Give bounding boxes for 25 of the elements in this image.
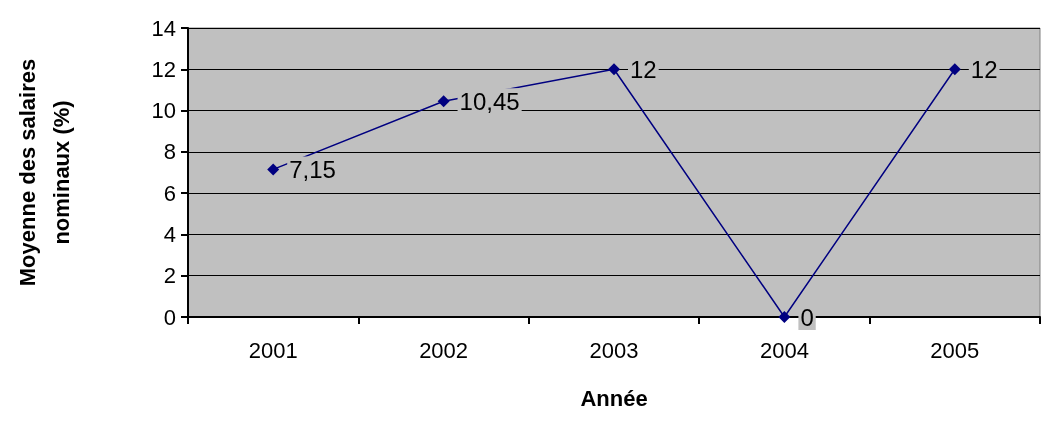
x-axis-title: Année	[580, 385, 648, 411]
data-label: 12	[630, 55, 657, 83]
x-tick-label: 2004	[759, 337, 809, 363]
data-label: 10,45	[459, 87, 520, 115]
data-label: 12	[970, 55, 998, 83]
y-axis-title: Moyenne des salaires nominaux (%)	[14, 58, 74, 287]
x-tick-label: 2003	[589, 337, 639, 363]
point	[267, 163, 280, 176]
data-label: 7,15	[289, 155, 336, 183]
point	[778, 311, 791, 323]
y-tick-label: 8	[163, 139, 176, 165]
y-tick-label: 10	[151, 98, 176, 124]
point	[437, 95, 450, 108]
y-tick-label: 6	[163, 180, 176, 206]
point	[948, 63, 961, 76]
x-tick-label: 2005	[930, 337, 980, 363]
y-tick-label: 14	[151, 15, 176, 41]
point	[608, 63, 620, 76]
data-label: 0	[800, 303, 814, 331]
x-tick-label: 2001	[248, 337, 298, 363]
x-tick-label: 2002	[419, 337, 469, 363]
y-tick-label: 4	[163, 221, 176, 247]
y-tick-label: 2	[163, 263, 176, 289]
y-tick-label: 0	[163, 304, 176, 330]
y-tick-label: 12	[151, 56, 176, 82]
